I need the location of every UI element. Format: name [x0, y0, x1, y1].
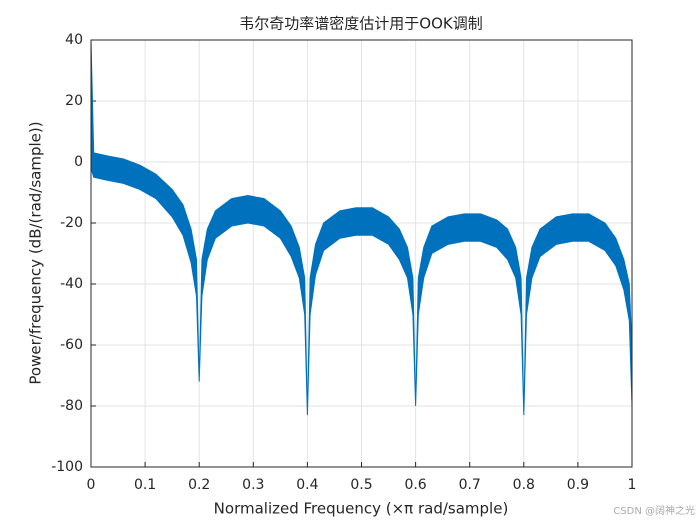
y-tick-label: -80: [60, 398, 83, 414]
plot-box: [90, 39, 633, 468]
y-tick-label: 20: [65, 93, 83, 109]
x-tick-label: 0.4: [296, 477, 318, 493]
y-tick-label: -60: [60, 337, 83, 353]
chart-title: 韦尔奇功率谱密度估计用于OOK调制: [239, 15, 482, 33]
x-tick-label: 1: [628, 477, 637, 493]
x-tick-label: 0.9: [567, 477, 589, 493]
x-tick-label: 0.6: [404, 477, 426, 493]
x-tick-label: 0.5: [350, 477, 372, 493]
x-tick-label: 0.3: [242, 477, 264, 493]
x-tick-label: 0.7: [459, 477, 481, 493]
x-axis-label: Normalized Frequency (×π rad/sample): [214, 500, 509, 518]
y-tick-label: -20: [60, 215, 83, 231]
x-tick-label: 0.1: [134, 477, 156, 493]
y-tick-label: -40: [60, 276, 83, 292]
x-tick-label: 0.2: [188, 477, 210, 493]
y-tick-label: 40: [65, 32, 83, 48]
y-tick-label: 0: [74, 154, 83, 170]
watermark: CSDN @阔神之光: [613, 504, 695, 517]
x-tick-label: 0.8: [513, 477, 535, 493]
y-axis-label: Power/frequency (dB/(rad/sample)): [27, 121, 45, 384]
x-tick-label: 0: [87, 477, 96, 493]
y-tick-label: -100: [51, 459, 83, 475]
